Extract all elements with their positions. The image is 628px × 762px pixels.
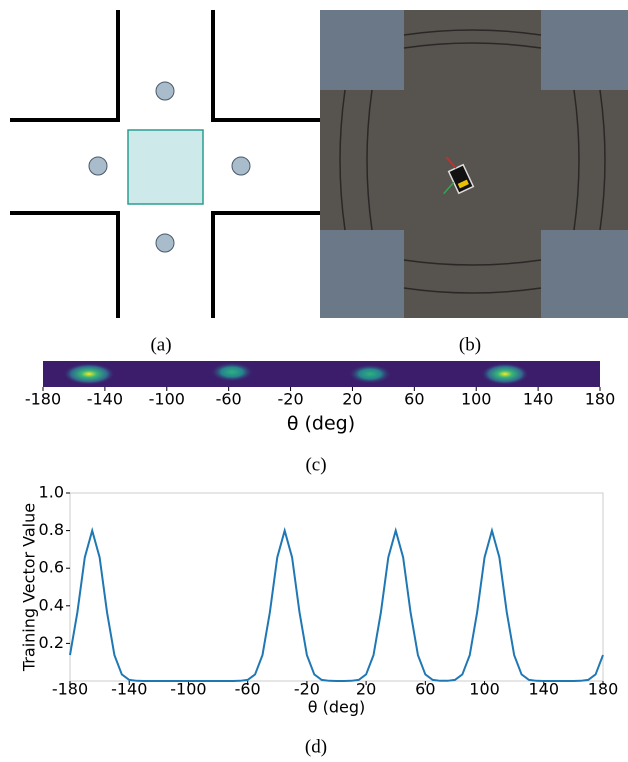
simulation-view bbox=[320, 10, 628, 318]
hotspot bbox=[210, 362, 254, 382]
marker bbox=[156, 82, 174, 100]
y-tick-label: 0.2 bbox=[39, 633, 64, 652]
x-tick-label: 20 bbox=[356, 680, 376, 699]
figure: (a) (b) (c) (d) -180 -140 -100 -60 -20 20 60 10… bbox=[0, 0, 628, 762]
y-tick-label: 1.0 bbox=[39, 483, 64, 502]
x-tick-label: -20 bbox=[294, 680, 320, 699]
x-tick-label: 180 bbox=[585, 390, 616, 409]
x-tick-label: 60 bbox=[404, 390, 424, 409]
x-tick-label: -180 bbox=[52, 680, 88, 699]
heatmap-strip bbox=[43, 361, 600, 387]
marker bbox=[156, 234, 174, 252]
x-tick-label: 180 bbox=[588, 680, 619, 699]
goal-square bbox=[128, 130, 203, 204]
x-tick-label: -100 bbox=[149, 390, 185, 409]
caption: (c) bbox=[305, 454, 326, 475]
x-tick-label: -60 bbox=[216, 390, 242, 409]
x-tick-label: -20 bbox=[277, 390, 303, 409]
x-tick-label: -140 bbox=[111, 680, 147, 699]
x-tick-label: 60 bbox=[415, 680, 435, 699]
x-tick-label: 140 bbox=[523, 390, 554, 409]
caption: (d) bbox=[305, 736, 327, 757]
x-tick-label: 100 bbox=[461, 390, 492, 409]
x-tick-label: 140 bbox=[529, 680, 560, 699]
y-axis-label: Training Vector Value bbox=[20, 503, 39, 672]
hotspot bbox=[348, 364, 392, 384]
x-tick-label: 100 bbox=[469, 680, 500, 699]
x-axis-label: θ (deg) bbox=[287, 413, 355, 435]
x-tick-label: 20 bbox=[342, 390, 362, 409]
hotspot bbox=[481, 363, 529, 385]
page: {"captions":["(a)","(b)","(c)","(d)"], "… bbox=[0, 0, 628, 762]
line-series bbox=[70, 531, 603, 681]
y-tick-label: 0.8 bbox=[39, 520, 64, 539]
x-tick-label: -100 bbox=[170, 680, 206, 699]
hotspot bbox=[63, 363, 115, 385]
x-tick-label: -180 bbox=[25, 390, 61, 409]
caption: (b) bbox=[459, 334, 481, 355]
corridor-diagram bbox=[10, 10, 320, 318]
x-axis-label: θ (deg) bbox=[308, 698, 366, 717]
marker bbox=[89, 157, 107, 175]
marker bbox=[232, 157, 250, 175]
y-tick-label: 0.6 bbox=[39, 558, 64, 577]
pipe bbox=[320, 90, 628, 230]
y-tick-label: 0.4 bbox=[39, 595, 64, 614]
plot-frame bbox=[70, 493, 603, 681]
x-tick-label: -60 bbox=[235, 680, 261, 699]
x-tick-label: -140 bbox=[87, 390, 123, 409]
caption: (a) bbox=[150, 334, 171, 355]
